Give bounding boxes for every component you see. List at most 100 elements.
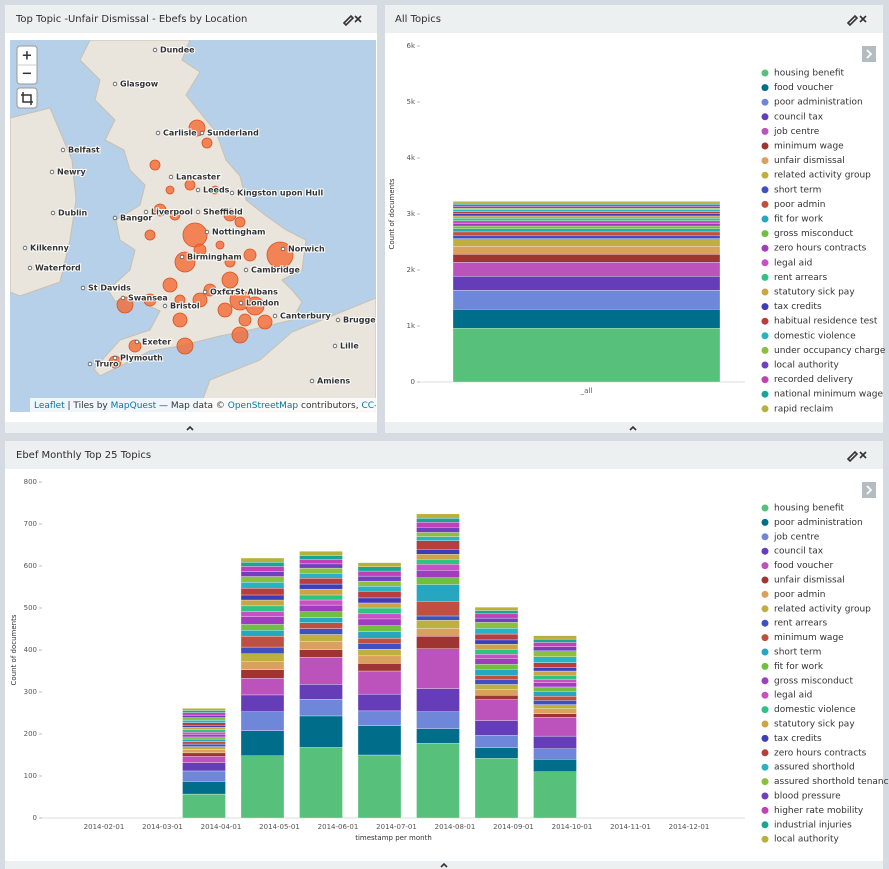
map-marker[interactable] (238, 313, 252, 327)
map-marker[interactable] (245, 296, 265, 316)
legend-label[interactable]: fit for work (774, 662, 824, 672)
legend-swatch[interactable] (761, 720, 769, 728)
legend-label[interactable]: minimum wage (774, 633, 844, 643)
legend-label[interactable]: job centre (773, 532, 820, 542)
legend-label[interactable]: assured shorthold (774, 763, 855, 773)
legend-swatch[interactable] (761, 200, 769, 208)
map-marker[interactable] (266, 241, 294, 269)
edit-icon[interactable] (342, 14, 355, 27)
legend-swatch[interactable] (761, 346, 769, 354)
attribution-link[interactable]: Leaflet (34, 401, 65, 411)
legend-swatch[interactable] (761, 763, 769, 771)
legend-label[interactable]: industrial injuries (774, 820, 852, 830)
map-marker[interactable] (116, 296, 134, 314)
legend-swatch[interactable] (761, 332, 769, 340)
legend-swatch[interactable] (761, 84, 769, 92)
legend-swatch[interactable] (761, 142, 769, 150)
legend-swatch[interactable] (761, 706, 769, 714)
legend-label[interactable]: national minimum wage (774, 390, 883, 400)
map-marker[interactable] (257, 314, 273, 330)
legend-label[interactable]: related activity group (774, 171, 871, 181)
zoom-in[interactable]: + (22, 49, 33, 64)
legend-label[interactable]: local authority (774, 835, 840, 845)
legend-label[interactable]: gross misconduct (774, 229, 853, 239)
legend-toggle[interactable] (862, 482, 876, 498)
legend-swatch[interactable] (761, 288, 769, 296)
legend-swatch[interactable] (761, 376, 769, 384)
legend-label[interactable]: housing benefit (774, 504, 845, 514)
legend-swatch[interactable] (761, 273, 769, 281)
legend-swatch[interactable] (761, 821, 769, 829)
legend-label[interactable]: poor admin (774, 200, 826, 210)
legend-label[interactable]: short term (774, 648, 821, 658)
map-marker[interactable] (169, 209, 181, 221)
legend-label[interactable]: under occupancy charge (774, 346, 886, 356)
legend-label[interactable]: statutory sick pay (774, 720, 855, 730)
legend-label[interactable]: assured shorthold tenancy (774, 777, 889, 787)
legend-swatch[interactable] (761, 186, 769, 194)
legend-swatch[interactable] (761, 533, 769, 541)
map-marker[interactable] (153, 203, 167, 217)
map-marker[interactable] (192, 292, 208, 308)
map-marker[interactable] (221, 271, 239, 289)
map-marker[interactable] (231, 326, 249, 344)
legend-label[interactable]: council tax (774, 112, 824, 122)
legend-swatch[interactable] (761, 778, 769, 786)
legend-label[interactable]: fit for work (774, 215, 824, 225)
legend-label[interactable]: food voucher (774, 561, 833, 571)
edit-icon[interactable] (846, 450, 859, 463)
legend-swatch[interactable] (761, 361, 769, 369)
edit-icon[interactable] (846, 14, 859, 27)
close-icon[interactable] (354, 15, 362, 23)
legend-label[interactable]: poor administration (774, 518, 863, 528)
legend-label[interactable]: housing benefit (774, 69, 845, 79)
map-marker[interactable] (215, 240, 225, 250)
collapse-button[interactable] (186, 425, 194, 431)
map-marker[interactable] (243, 248, 257, 262)
legend-swatch[interactable] (761, 230, 769, 238)
attribution-link[interactable]: MapQuest (111, 401, 157, 411)
legend-swatch[interactable] (761, 504, 769, 512)
map-marker[interactable] (217, 302, 233, 318)
legend-label[interactable]: statutory sick pay (774, 288, 855, 298)
legend-label[interactable]: higher rate mobility (774, 806, 864, 816)
legend-swatch[interactable] (761, 677, 769, 685)
legend-toggle[interactable] (862, 46, 876, 62)
legend-label[interactable]: blood pressure (774, 792, 841, 802)
map-marker[interactable] (224, 256, 236, 268)
map-marker[interactable] (176, 337, 194, 355)
map-marker[interactable] (165, 185, 175, 195)
legend-swatch[interactable] (761, 244, 769, 252)
map-view[interactable]: Dundee Glasgow Carlisle Sunderland Belfast Ne… (10, 40, 403, 412)
legend-label[interactable]: zero hours contracts (774, 748, 867, 758)
legend-swatch[interactable] (761, 792, 769, 800)
map-marker[interactable] (182, 222, 208, 248)
legend-swatch[interactable] (761, 590, 769, 598)
legend-label[interactable]: local authority (774, 361, 840, 371)
map-marker[interactable] (203, 283, 217, 297)
legend-swatch[interactable] (761, 390, 769, 398)
map-marker[interactable] (223, 208, 237, 222)
legend-label[interactable]: domestic violence (774, 331, 856, 341)
legend-swatch[interactable] (761, 619, 769, 627)
legend-swatch[interactable] (761, 259, 769, 267)
map-marker[interactable] (174, 294, 186, 306)
zoom-out[interactable]: − (22, 67, 33, 82)
legend-swatch[interactable] (761, 806, 769, 814)
legend-swatch[interactable] (761, 215, 769, 223)
legend-swatch[interactable] (761, 691, 769, 699)
legend-label[interactable]: poor admin (774, 590, 826, 600)
legend-swatch[interactable] (761, 605, 769, 613)
legend-swatch[interactable] (761, 547, 769, 555)
map-marker[interactable] (162, 277, 178, 293)
legend-swatch[interactable] (761, 113, 769, 121)
legend-swatch[interactable] (761, 749, 769, 757)
close-icon[interactable] (859, 15, 867, 23)
legend-label[interactable]: minimum wage (774, 142, 844, 152)
legend-swatch[interactable] (761, 576, 769, 584)
fit-bounds-button[interactable] (16, 87, 38, 109)
legend-swatch[interactable] (761, 171, 769, 179)
legend-label[interactable]: short term (774, 185, 821, 195)
legend-swatch[interactable] (761, 127, 769, 135)
legend-label[interactable]: zero hours contracts (774, 244, 867, 254)
